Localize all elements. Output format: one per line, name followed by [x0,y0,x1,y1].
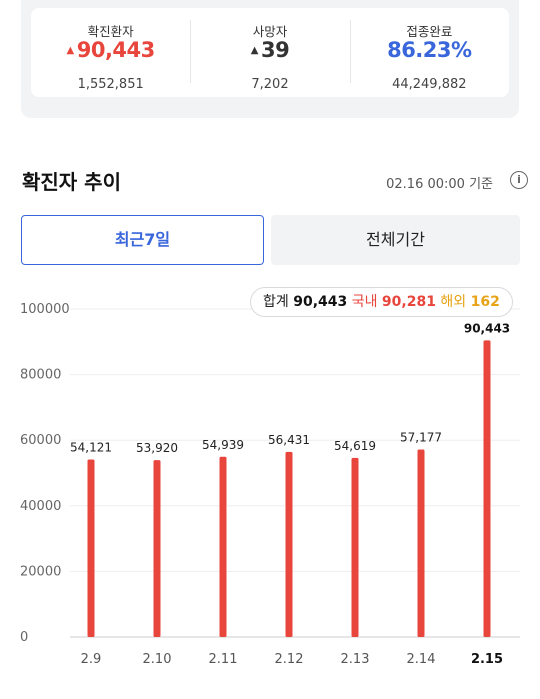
bar [87,459,95,637]
bar-value-label: 54,939 [202,438,244,452]
section-title: 확진자 추이 [22,170,121,194]
confirmed-label: 확진환자 [87,24,134,39]
deaths-stat: 사망자 ▲ 39 7,202 [190,8,349,97]
y-tick-label: 20000 [20,564,61,579]
info-icon[interactable]: i [510,171,528,189]
up-arrow-icon: ▲ [250,45,259,56]
tooltip-total-value: 90,443 [293,294,348,310]
base-time: 02.16 00:00 기준 [386,177,493,192]
y-tick-label: 40000 [20,499,61,514]
vaccinated-label: 접종완료 [406,24,453,39]
chart-tooltip: 합계 90,443 국내 90,281 해외 162 [250,287,513,317]
deaths-count: 39 [260,38,290,62]
summary-card: 확진환자 ▲ 90,443 1,552,851 사망자 ▲ 39 7,202 접종완… [31,8,509,97]
bar-value-label: 54,619 [334,439,376,453]
bar-value-label: 53,920 [136,441,178,455]
x-tick-label: 2.10 [143,652,172,667]
up-arrow-icon: ▲ [66,45,75,56]
bar-value-label: 54,121 [70,440,112,454]
confirmed-total: 1,552,851 [77,77,144,92]
vaccinated-value: 86.23% [387,38,472,62]
bar [153,460,161,637]
tooltip-total-label: 합계 [263,294,289,310]
y-tick-label: 80000 [20,368,61,383]
summary-panel: 확진환자 ▲ 90,443 1,552,851 사망자 ▲ 39 7,202 접종완… [21,0,519,118]
x-tick-label: 2.15 [471,652,503,667]
confirmed-value: ▲ 90,443 [31,38,190,62]
vaccinated-total: 44,249,882 [392,77,467,92]
tab-recent-7-days[interactable]: 최근7일 [21,215,264,265]
y-tick-label: 60000 [20,433,61,448]
bar [417,449,425,637]
tooltip-domestic-value: 90,281 [381,294,436,310]
x-tick-label: 2.13 [341,652,370,667]
bar [483,340,491,637]
x-tick-label: 2.14 [407,652,436,667]
bar-value-label: 56,431 [268,433,310,447]
bar [351,457,359,637]
x-tick-label: 2.9 [81,652,102,667]
bar-value-label: 90,443 [464,321,510,335]
deaths-label: 사망자 [252,24,288,39]
vaccinated-stat: 접종완료 86.23% 44,249,882 [349,8,509,97]
confirmed-stat: 확진환자 ▲ 90,443 1,552,851 [31,8,190,97]
bar [219,456,227,637]
confirmed-count: 90,443 [76,38,156,62]
tooltip-domestic-label: 국내 [351,294,378,310]
deaths-total: 7,202 [251,77,289,92]
y-tick-label: 0 [20,630,28,645]
confirmed-trend-chart: 0 20000 40000 60000 80000 100000 54,121 2.9 53,9… [20,302,520,667]
bar-value-label: 57,177 [400,430,442,444]
bar [285,451,293,637]
tab-all-period[interactable]: 전체기간 [271,215,520,265]
y-tick-label: 100000 [20,302,70,317]
tooltip-overseas-label: 해외 [440,294,467,310]
tooltip-overseas-value: 162 [470,294,500,310]
deaths-value: ▲ 39 [190,38,349,62]
x-tick-label: 2.11 [209,652,238,667]
x-tick-label: 2.12 [275,652,304,667]
